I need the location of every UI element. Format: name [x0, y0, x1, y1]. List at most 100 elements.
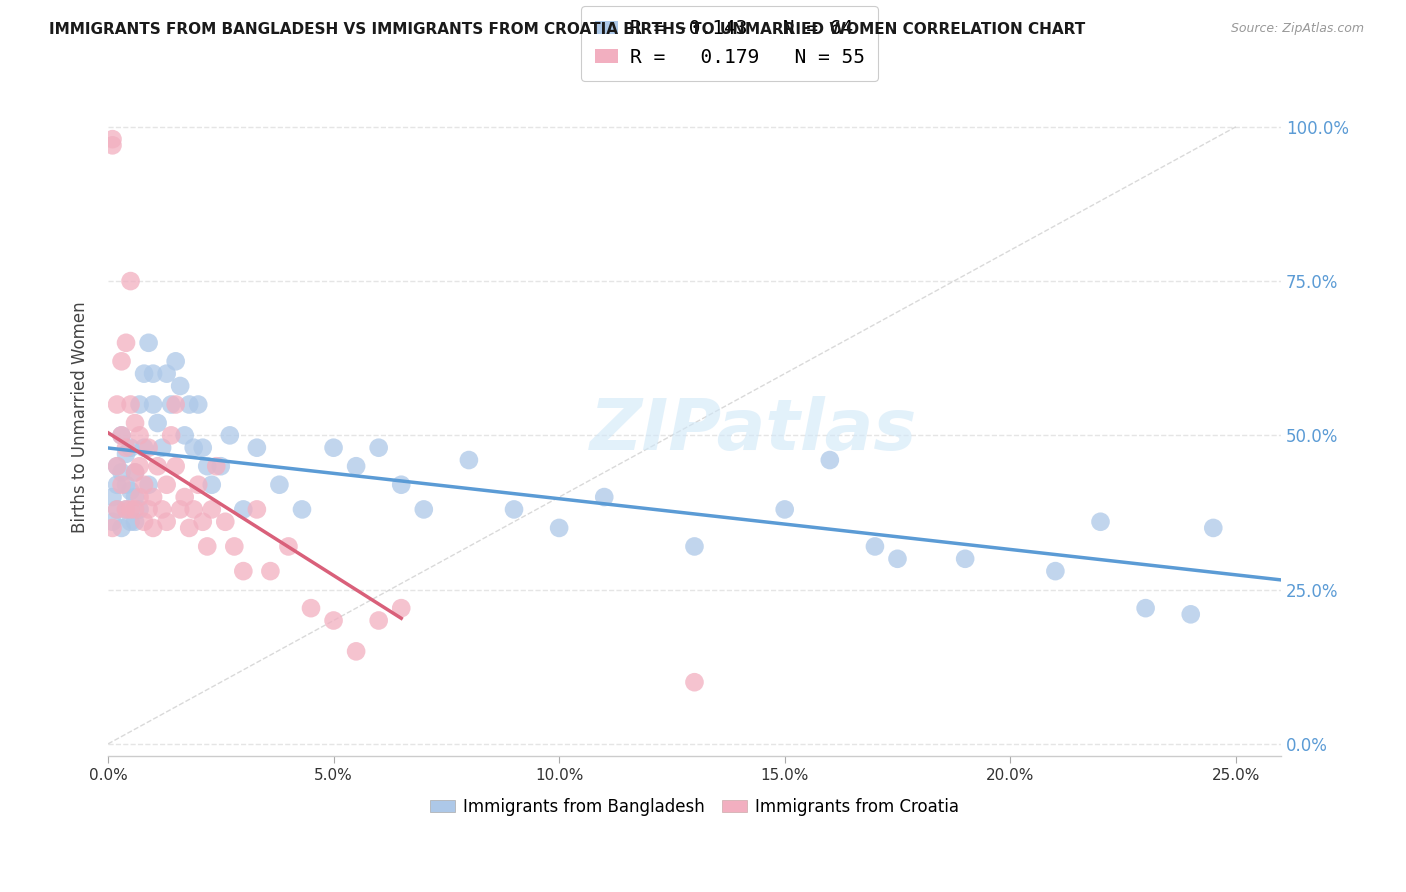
- Point: [124, 490, 146, 504]
- Point: [367, 614, 389, 628]
- Point: [169, 379, 191, 393]
- Y-axis label: Births to Unmarried Women: Births to Unmarried Women: [72, 301, 89, 533]
- Point: [160, 397, 183, 411]
- Point: [115, 502, 138, 516]
- Point: [593, 490, 616, 504]
- Point: [195, 540, 218, 554]
- Point: [160, 428, 183, 442]
- Point: [128, 502, 150, 516]
- Point: [953, 551, 976, 566]
- Point: [105, 502, 128, 516]
- Point: [120, 397, 142, 411]
- Point: [156, 367, 179, 381]
- Point: [156, 477, 179, 491]
- Point: [128, 490, 150, 504]
- Point: [269, 477, 291, 491]
- Point: [115, 447, 138, 461]
- Point: [120, 515, 142, 529]
- Point: [105, 397, 128, 411]
- Point: [232, 502, 254, 516]
- Point: [195, 459, 218, 474]
- Point: [132, 441, 155, 455]
- Point: [110, 428, 132, 442]
- Point: [105, 477, 128, 491]
- Point: [183, 502, 205, 516]
- Point: [132, 515, 155, 529]
- Point: [187, 397, 209, 411]
- Point: [277, 540, 299, 554]
- Point: [120, 441, 142, 455]
- Point: [173, 428, 195, 442]
- Point: [138, 477, 160, 491]
- Point: [322, 441, 344, 455]
- Point: [101, 490, 124, 504]
- Point: [191, 441, 214, 455]
- Point: [110, 428, 132, 442]
- Point: [110, 477, 132, 491]
- Point: [105, 459, 128, 474]
- Point: [132, 477, 155, 491]
- Point: [458, 453, 481, 467]
- Legend: Immigrants from Bangladesh, Immigrants from Croatia: Immigrants from Bangladesh, Immigrants f…: [423, 791, 966, 822]
- Point: [218, 428, 240, 442]
- Point: [110, 354, 132, 368]
- Point: [150, 441, 173, 455]
- Point: [201, 502, 224, 516]
- Point: [863, 540, 886, 554]
- Point: [105, 459, 128, 474]
- Point: [115, 502, 138, 516]
- Text: Source: ZipAtlas.com: Source: ZipAtlas.com: [1230, 22, 1364, 36]
- Point: [1180, 607, 1202, 622]
- Point: [191, 515, 214, 529]
- Point: [128, 428, 150, 442]
- Point: [232, 564, 254, 578]
- Point: [165, 459, 187, 474]
- Point: [169, 502, 191, 516]
- Text: ZIPatlas: ZIPatlas: [589, 396, 917, 465]
- Point: [344, 459, 367, 474]
- Point: [322, 614, 344, 628]
- Point: [101, 515, 124, 529]
- Point: [259, 564, 281, 578]
- Point: [683, 540, 706, 554]
- Point: [124, 466, 146, 480]
- Point: [150, 502, 173, 516]
- Point: [138, 335, 160, 350]
- Point: [389, 477, 412, 491]
- Point: [179, 397, 201, 411]
- Point: [120, 483, 142, 498]
- Point: [142, 490, 165, 504]
- Point: [124, 502, 146, 516]
- Point: [142, 367, 165, 381]
- Point: [101, 132, 124, 146]
- Point: [299, 601, 322, 615]
- Point: [173, 490, 195, 504]
- Point: [142, 397, 165, 411]
- Point: [224, 540, 246, 554]
- Point: [291, 502, 314, 516]
- Point: [165, 397, 187, 411]
- Point: [105, 502, 128, 516]
- Point: [214, 515, 236, 529]
- Point: [1045, 564, 1067, 578]
- Point: [548, 521, 571, 535]
- Point: [179, 521, 201, 535]
- Point: [110, 466, 132, 480]
- Point: [886, 551, 908, 566]
- Point: [124, 466, 146, 480]
- Point: [246, 502, 269, 516]
- Point: [146, 416, 169, 430]
- Point: [124, 416, 146, 430]
- Point: [115, 335, 138, 350]
- Point: [209, 459, 232, 474]
- Point: [503, 502, 526, 516]
- Point: [142, 521, 165, 535]
- Point: [183, 441, 205, 455]
- Point: [344, 644, 367, 658]
- Point: [1202, 521, 1225, 535]
- Point: [773, 502, 796, 516]
- Point: [128, 397, 150, 411]
- Point: [818, 453, 841, 467]
- Point: [1090, 515, 1112, 529]
- Point: [101, 521, 124, 535]
